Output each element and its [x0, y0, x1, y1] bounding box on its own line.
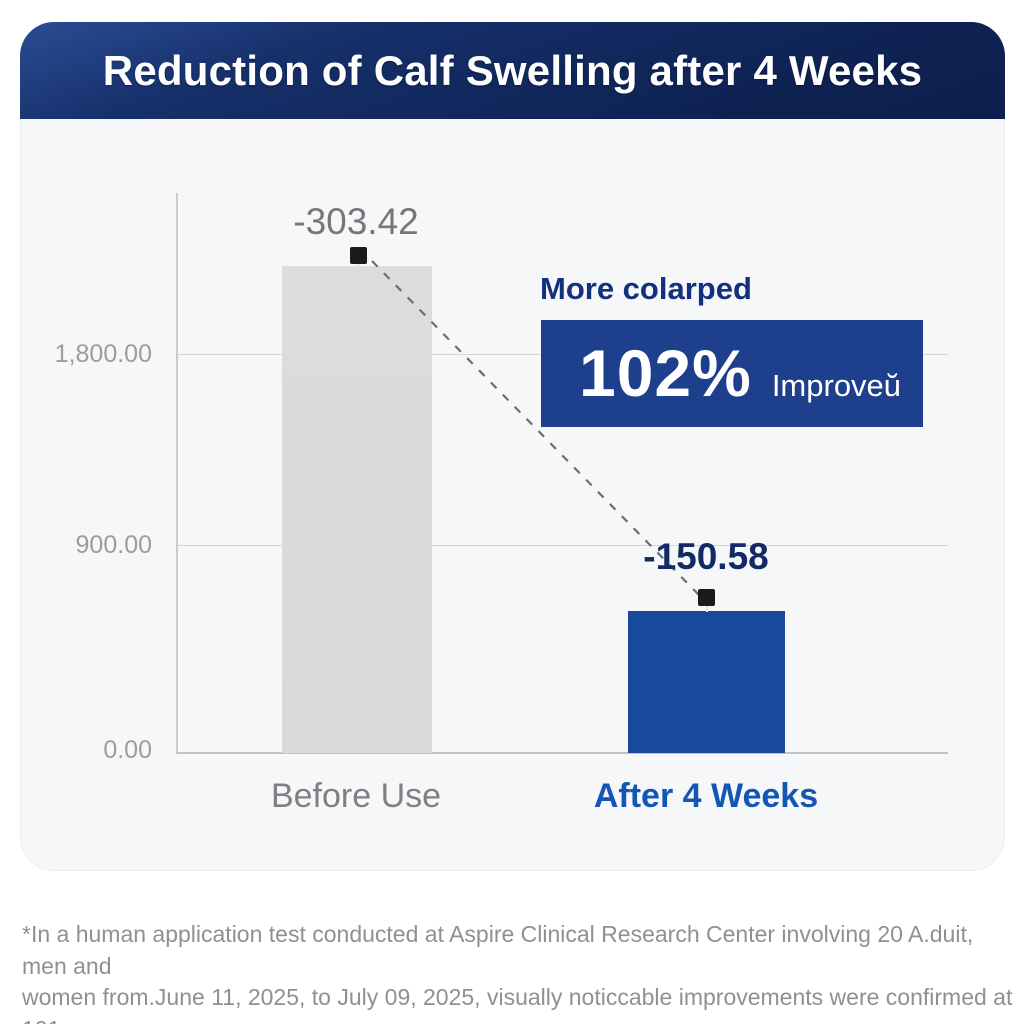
- footnote: *In a human application test conducted a…: [22, 919, 1014, 1024]
- y-tick-0: 0.00: [103, 736, 152, 764]
- value-label-after: -150.58: [643, 536, 769, 577]
- y-tick-1800: 1,800.00: [54, 340, 152, 368]
- bar-before-use: [282, 266, 432, 753]
- value-label-before: -303.42: [293, 201, 419, 242]
- callout-improved-text: Improveŭ: [771, 368, 902, 403]
- data-point-marker-after: [698, 589, 715, 606]
- x-label-before-use: Before Use: [270, 777, 442, 815]
- chart-card: [20, 22, 1005, 871]
- y-tick-900: 900.00: [75, 531, 152, 559]
- callout-percentage: 102%: [579, 336, 752, 410]
- y-axis-line: [176, 193, 178, 754]
- data-point-marker-before: [350, 247, 367, 264]
- callout-badge: 102% Improveŭ: [541, 320, 923, 427]
- page-title: Reduction of Calf Swelling after 4 Weeks: [102, 46, 923, 94]
- footnote-line-2: women from.June 11, 2025, to July 09, 20…: [22, 984, 1013, 1024]
- bar-after-4-weeks: [628, 611, 785, 753]
- x-axis-baseline: [177, 752, 948, 754]
- footnote-line-1: *In a human application test conducted a…: [22, 921, 974, 979]
- chart-header: Reduction of Calf Swelling after 4 Weeks: [20, 22, 1005, 119]
- callout-kicker: More colarped: [540, 271, 752, 306]
- x-label-after-4-weeks: After 4 Weeks: [593, 777, 819, 815]
